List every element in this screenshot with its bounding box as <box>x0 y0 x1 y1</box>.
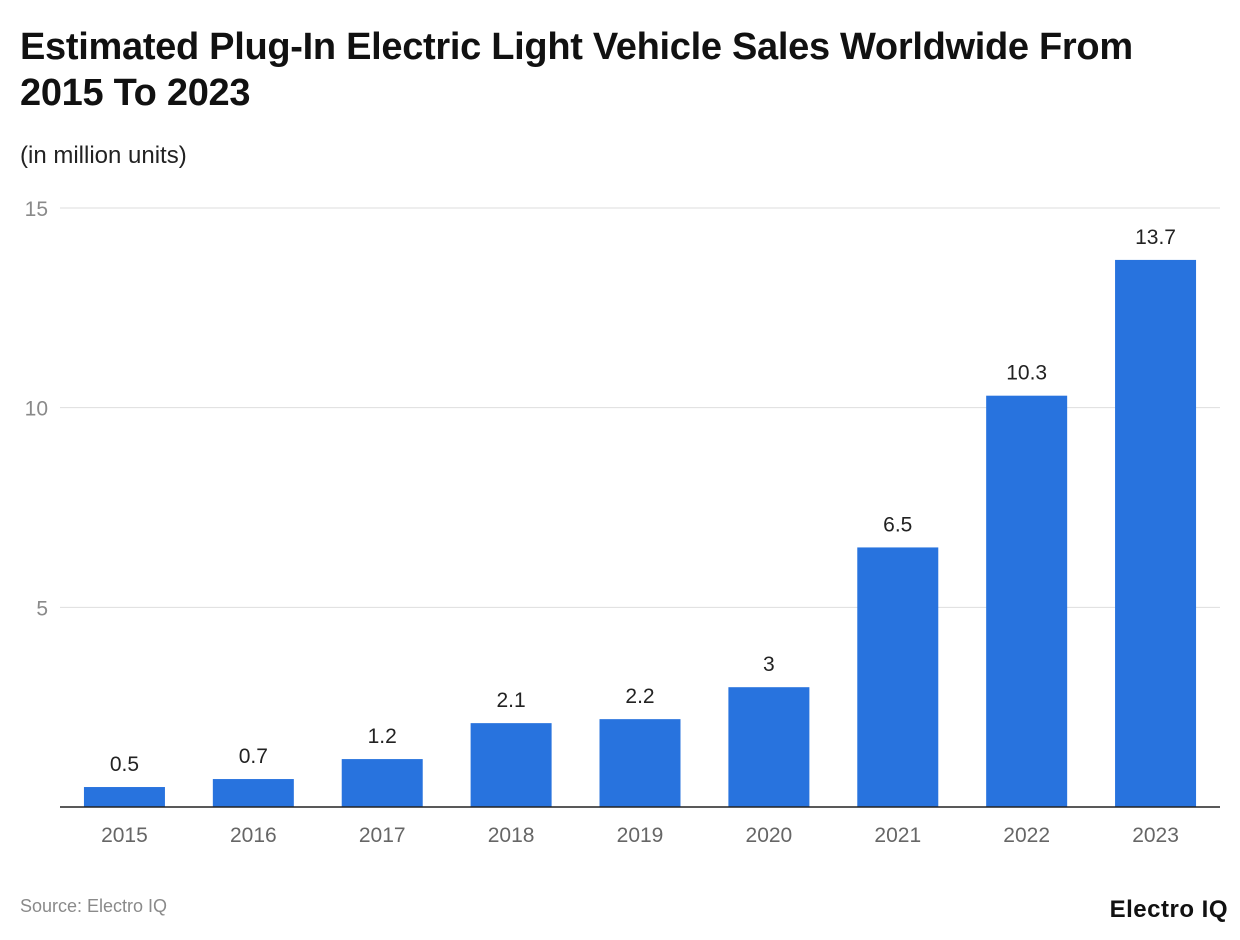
data-label: 3 <box>763 653 775 676</box>
data-label: 0.7 <box>239 745 268 768</box>
bar <box>857 547 939 807</box>
x-tick-label: 2022 <box>1003 824 1050 847</box>
data-label: 2.1 <box>497 689 526 712</box>
x-tick-label: 2019 <box>617 824 664 847</box>
bar-chart: 5 10 15 0.5 2015 0.7 2016 1.2 2017 2.1 2018 2.2 2019… <box>25 198 1220 847</box>
bar <box>470 723 552 807</box>
x-tick-label: 2021 <box>874 824 921 847</box>
data-label: 1.2 <box>368 725 397 748</box>
chart-subtitle: (in million units) <box>20 142 187 169</box>
electro-iq-logo: Electro IQ <box>1109 896 1228 923</box>
bar <box>986 395 1068 807</box>
x-tick-label: 2020 <box>746 824 793 847</box>
x-tick-label: 2017 <box>359 824 406 847</box>
data-label: 13.7 <box>1135 226 1176 249</box>
bar <box>728 687 810 807</box>
x-tick-label: 2016 <box>230 824 277 847</box>
chart-title: Estimated Plug-In Electric Light Vehicle… <box>20 26 1133 114</box>
data-label: 2.2 <box>625 685 654 708</box>
bar <box>83 787 165 807</box>
source-note: Source: Electro IQ <box>20 896 168 916</box>
bar <box>341 759 423 807</box>
data-label: 0.5 <box>110 753 139 776</box>
bar <box>212 779 294 807</box>
y-tick-label: 10 <box>25 398 48 421</box>
x-tick-label: 2023 <box>1132 824 1179 847</box>
bar <box>1115 259 1197 807</box>
data-label: 10.3 <box>1006 362 1047 385</box>
bar <box>599 719 681 807</box>
x-tick-label: 2018 <box>488 824 535 847</box>
y-tick-label: 5 <box>36 597 48 620</box>
y-tick-label: 15 <box>25 198 48 221</box>
data-label: 6.5 <box>883 513 912 536</box>
x-tick-label: 2015 <box>101 824 148 847</box>
